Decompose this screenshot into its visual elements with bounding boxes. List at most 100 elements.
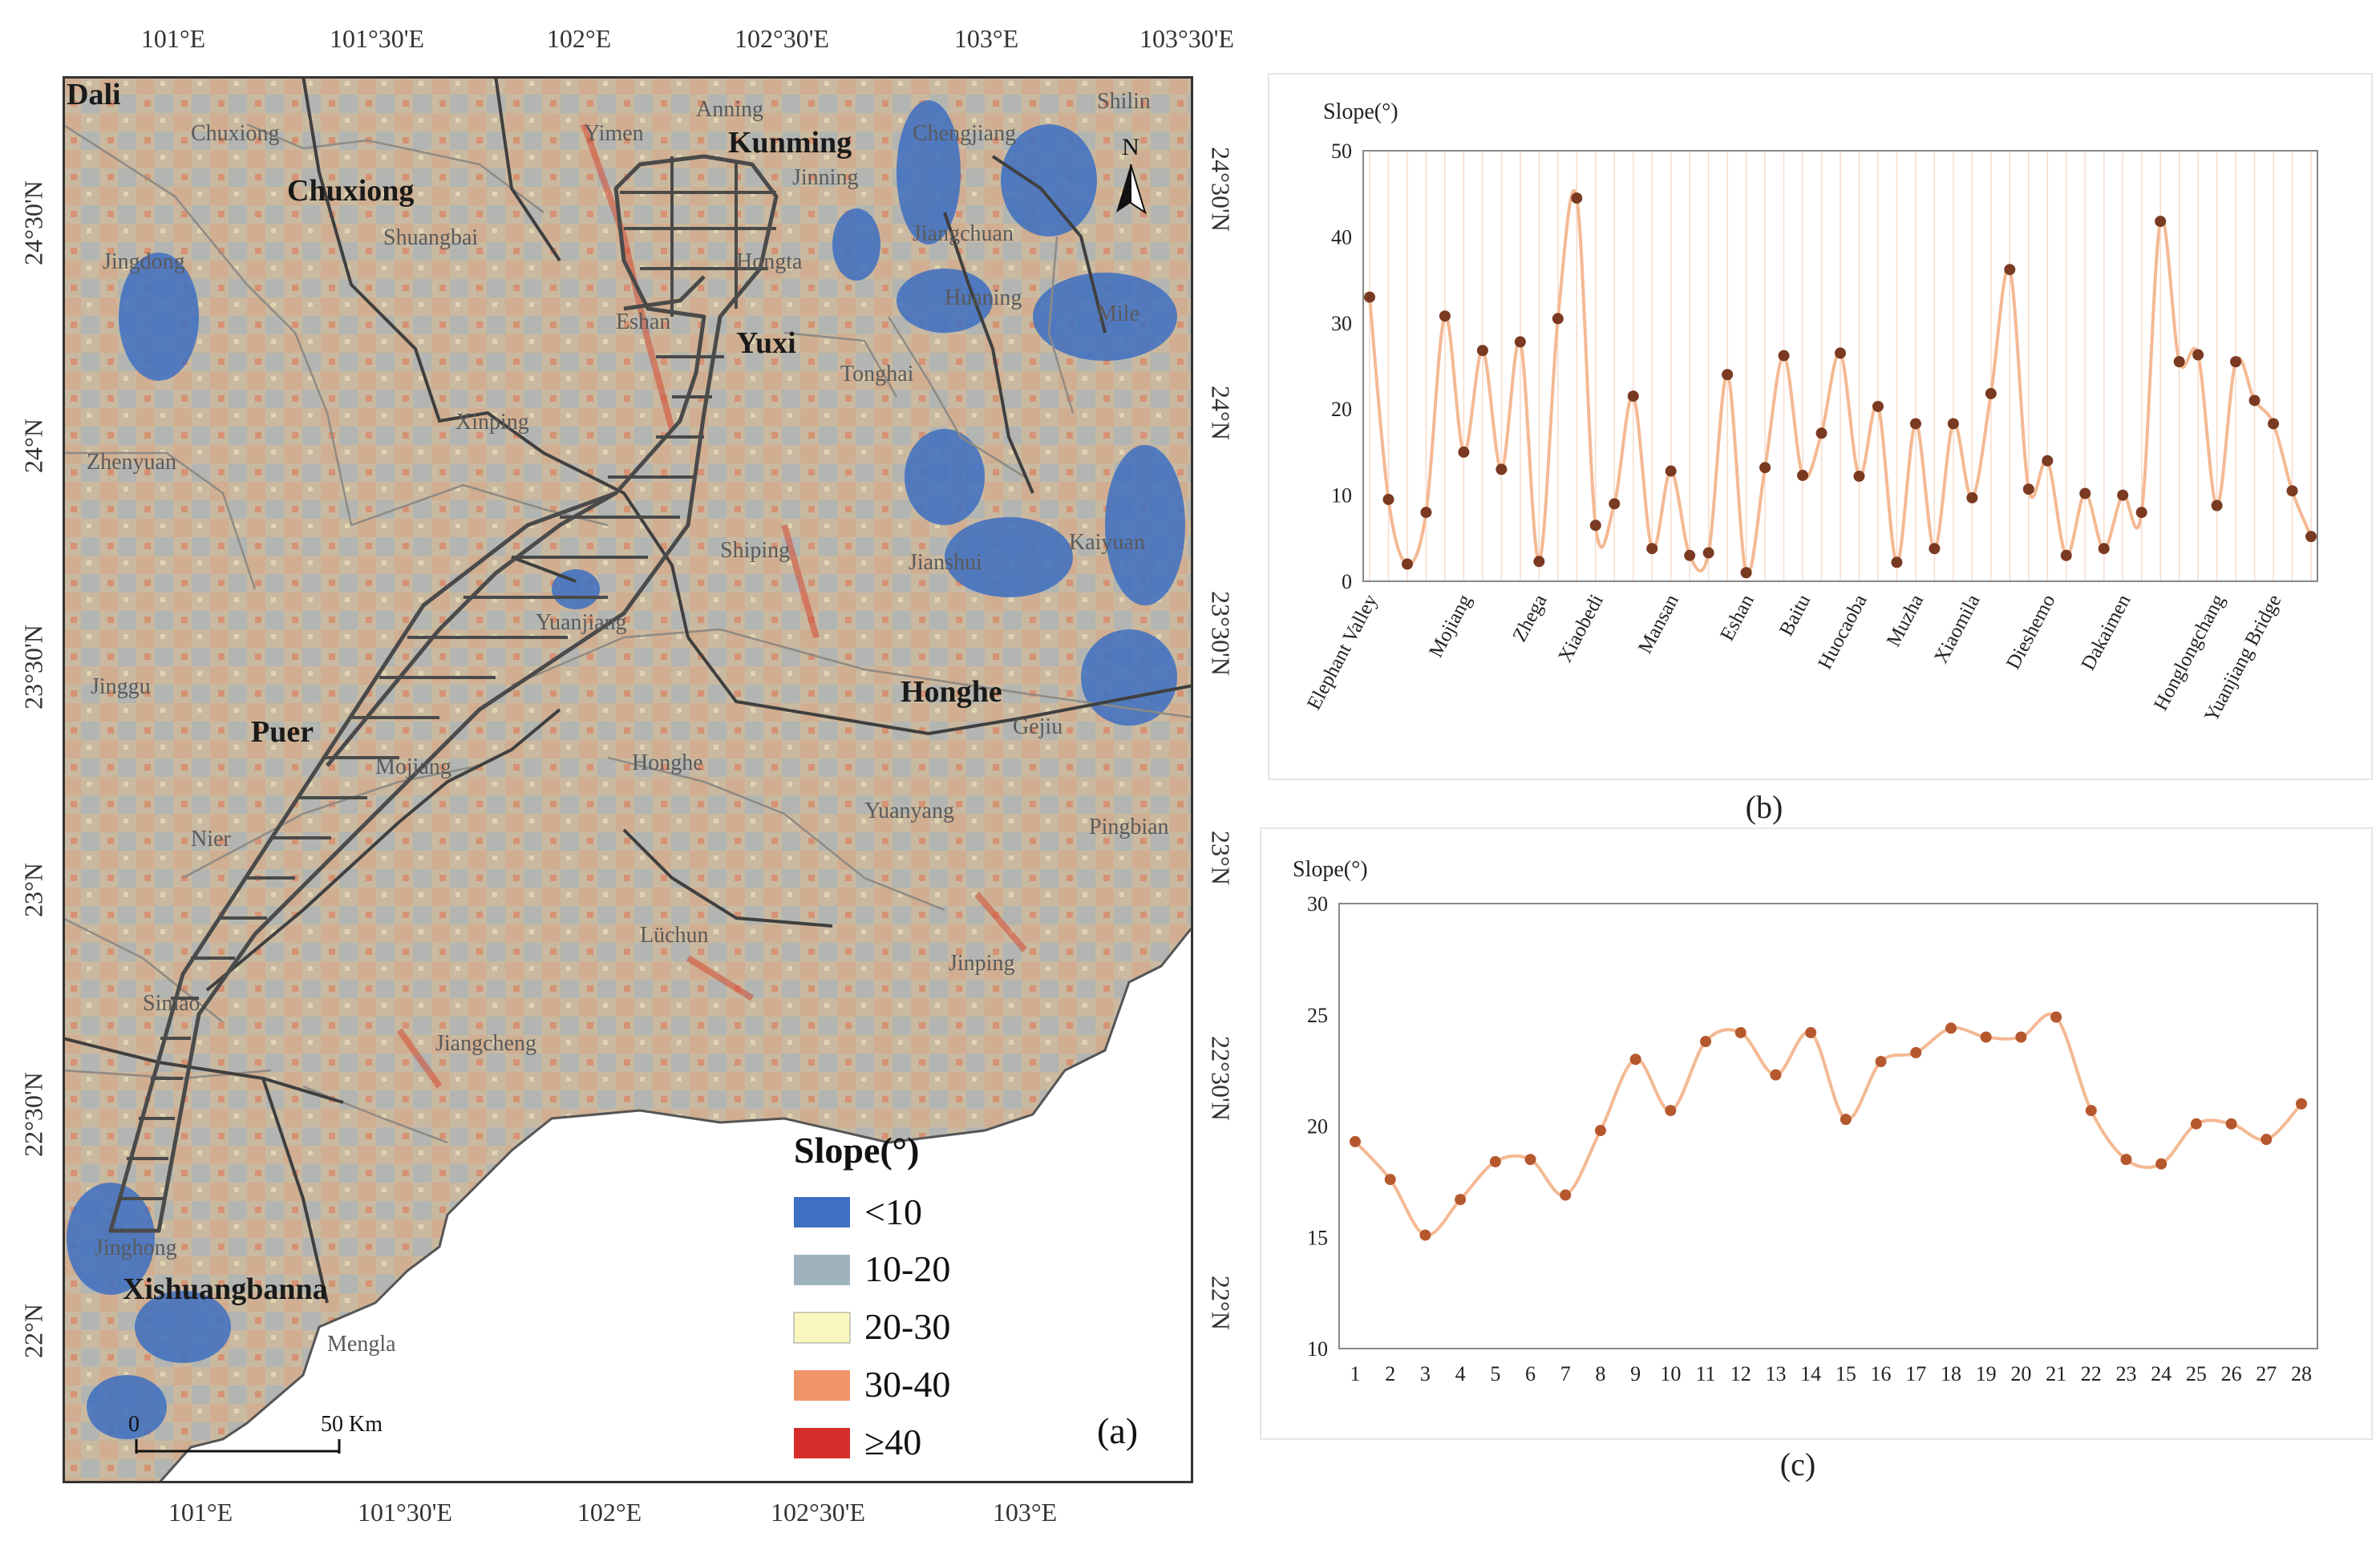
county-label: Anning xyxy=(696,97,763,122)
county-label: Jinghong xyxy=(95,1236,177,1260)
data-point xyxy=(1489,1155,1501,1167)
map-canvas: N Chuxiong Yimen Anning Chengjiang Shili… xyxy=(63,76,1193,1483)
county-label: Tonghai xyxy=(840,362,914,386)
legend-label: <10 xyxy=(864,1191,922,1232)
data-point xyxy=(1627,390,1639,402)
data-point xyxy=(1929,543,1941,555)
data-point xyxy=(2155,1158,2168,1170)
lon-label-bottom: 101°30'E xyxy=(357,1498,453,1527)
lat-label-left: 24°30'N xyxy=(18,180,48,265)
data-point xyxy=(1552,313,1564,325)
data-point xyxy=(1419,1229,1431,1241)
legend-swatch xyxy=(794,1428,850,1458)
county-label: Hongta xyxy=(736,249,803,274)
lat-label-left: 24°N xyxy=(18,419,48,473)
data-point xyxy=(2085,1105,2097,1117)
data-point xyxy=(1665,1105,1677,1117)
county-label: Kaiyuan xyxy=(1069,530,1145,555)
data-point xyxy=(1740,567,1752,579)
data-point xyxy=(1589,520,1601,532)
county-label: Jiangcheng xyxy=(435,1031,536,1056)
x-tick-label: 6 xyxy=(1525,1362,1536,1385)
lat-label-right: 23°30'N xyxy=(1206,591,1236,676)
data-point xyxy=(1702,547,1714,559)
panel-label-c: (c) xyxy=(1780,1446,1815,1482)
county-label: Mojiang xyxy=(375,754,451,779)
legend-label: 10-20 xyxy=(864,1248,950,1289)
x-tick-label: 17 xyxy=(1905,1362,1926,1385)
x-tick-label: 3 xyxy=(1420,1362,1431,1385)
county-labels: Chuxiong Yimen Anning Chengjiang Shilin … xyxy=(87,89,1169,1357)
legend-label: 30-40 xyxy=(864,1364,950,1405)
data-point xyxy=(1646,543,1658,555)
y-tick-label: 20 xyxy=(1307,1115,1328,1139)
county-label: Jiangchuan xyxy=(913,221,1014,246)
data-point xyxy=(1420,507,1432,519)
data-point xyxy=(1805,1026,1817,1038)
data-point xyxy=(1629,1054,1641,1066)
panel-label-a: (a) xyxy=(1097,1410,1138,1451)
prefecture-label: Honghe xyxy=(901,675,1002,709)
plot-frame xyxy=(1362,150,2318,582)
x-tick-label: 2 xyxy=(1385,1362,1395,1385)
county-label: Gejiu xyxy=(1013,714,1062,739)
county-label: Xinping xyxy=(455,410,529,435)
county-label: Jingdong xyxy=(103,249,185,274)
legend-title: Slope(°) xyxy=(794,1130,919,1171)
data-point xyxy=(2296,1098,2307,1110)
county-label: Jianshui xyxy=(909,550,982,575)
y-tick-label: 15 xyxy=(1307,1226,1328,1249)
county-label: Simao xyxy=(143,991,200,1016)
data-point xyxy=(2230,356,2242,368)
x-tick-label: 11 xyxy=(1696,1362,1716,1385)
data-point xyxy=(1797,469,1809,481)
county-label: Chuxiong xyxy=(191,121,279,146)
lat-label-right: 23°N xyxy=(1206,831,1236,885)
data-point xyxy=(1455,1194,1467,1206)
data-point xyxy=(1945,1022,1957,1034)
x-tick-label: 25 xyxy=(2186,1362,2207,1385)
data-point xyxy=(1985,387,1997,399)
data-point xyxy=(2098,543,2110,555)
county-label: Jinping xyxy=(949,951,1014,976)
north-arrow-label: N xyxy=(1122,134,1139,160)
data-point xyxy=(2190,1118,2202,1130)
data-point xyxy=(1759,462,1771,474)
county-label: Mile xyxy=(1097,301,1139,326)
county-label: Pingbian xyxy=(1089,815,1169,839)
lon-label-bottom: 102°30'E xyxy=(770,1498,866,1527)
data-point xyxy=(2268,418,2280,430)
data-point xyxy=(2155,216,2167,228)
x-tick-label: 24 xyxy=(2151,1362,2172,1385)
map-panel: 101°E 101°30'E 102°E 102°30'E 103°E 103°… xyxy=(18,24,1236,1527)
y-axis: 10 15 20 25 30 xyxy=(1307,892,1328,1361)
county-label: Jinggu xyxy=(91,674,151,699)
x-axis: 1 2 3 4 5 6 7 8 9 10 11 12 13 14 15 16 17 18 19 20 21 22 23 24 2… xyxy=(1350,1362,2313,1385)
scale-end: 50 Km xyxy=(321,1412,382,1437)
data-point xyxy=(1514,336,1526,348)
data-point xyxy=(1684,549,1696,561)
data-point xyxy=(1947,418,1959,430)
data-point xyxy=(1909,418,1921,430)
county-label: Shilin xyxy=(1097,89,1151,114)
lon-label-top: 102°E xyxy=(546,24,612,53)
data-point xyxy=(2135,507,2147,519)
y-tick-label: 10 xyxy=(1331,484,1352,508)
data-point xyxy=(2192,349,2204,361)
x-tick-label: 20 xyxy=(2010,1362,2031,1385)
lon-label-top: 103°E xyxy=(953,24,1019,53)
y-tick-label: 40 xyxy=(1331,225,1352,249)
y-tick-label: 10 xyxy=(1307,1337,1328,1361)
x-tick-label: 7 xyxy=(1560,1362,1571,1385)
data-point xyxy=(2225,1118,2237,1130)
data-point xyxy=(1401,558,1413,570)
lat-label-right: 24°N xyxy=(1206,386,1236,440)
prefecture-label: Xishuangbanna xyxy=(123,1272,328,1306)
x-tick-label: 23 xyxy=(2115,1362,2136,1385)
legend-label: 20-30 xyxy=(864,1306,950,1347)
map-legend: Slope(°) <10 10-20 20-30 30-40 ≥40 xyxy=(793,1130,950,1462)
data-point xyxy=(2305,531,2317,543)
prefecture-label: Puer xyxy=(251,715,314,749)
y-tick-label: 50 xyxy=(1331,140,1352,163)
scale-bar: 0 50 Km xyxy=(128,1412,382,1454)
